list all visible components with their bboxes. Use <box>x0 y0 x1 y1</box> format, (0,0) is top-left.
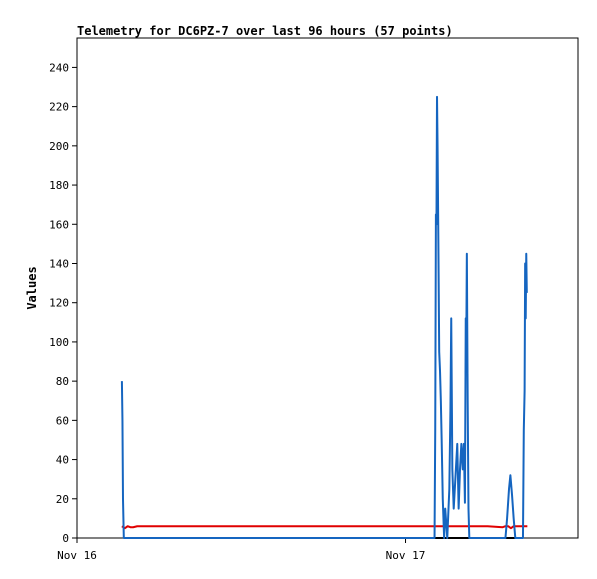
y-tick-label: 180 <box>49 179 69 192</box>
x-tick-label: Nov 16 <box>57 549 97 562</box>
series-line-0 <box>120 95 528 539</box>
plot-area <box>76 37 579 539</box>
y-tick-label: 120 <box>49 297 69 310</box>
y-tick-label: 40 <box>56 454 69 467</box>
y-tick-label: 220 <box>49 101 69 114</box>
y-tick-label: 240 <box>49 61 69 74</box>
y-tick-label: 60 <box>56 414 69 427</box>
chart-title: Telemetry for DC6PZ-7 over last 96 hours… <box>77 24 453 38</box>
y-tick-label: 200 <box>49 140 69 153</box>
series-layer <box>120 95 528 539</box>
y-tick-label: 140 <box>49 257 69 270</box>
x-tick-label: Nov 17 <box>386 549 426 562</box>
y-tick-label: 160 <box>49 218 69 231</box>
y-tick-label: 20 <box>56 493 69 506</box>
x-axis: Nov 16 Nov 17 <box>57 538 425 562</box>
y-tick-label: 0 <box>62 532 69 545</box>
y-tick-label: 80 <box>56 375 69 388</box>
series-line-1 <box>121 525 528 530</box>
y-tick-label: 100 <box>49 336 69 349</box>
y-axis-label: Values <box>25 266 39 309</box>
y-axis: 0 20 40 60 80 100 120 140 160 180 200 220 240 <box>49 61 77 545</box>
